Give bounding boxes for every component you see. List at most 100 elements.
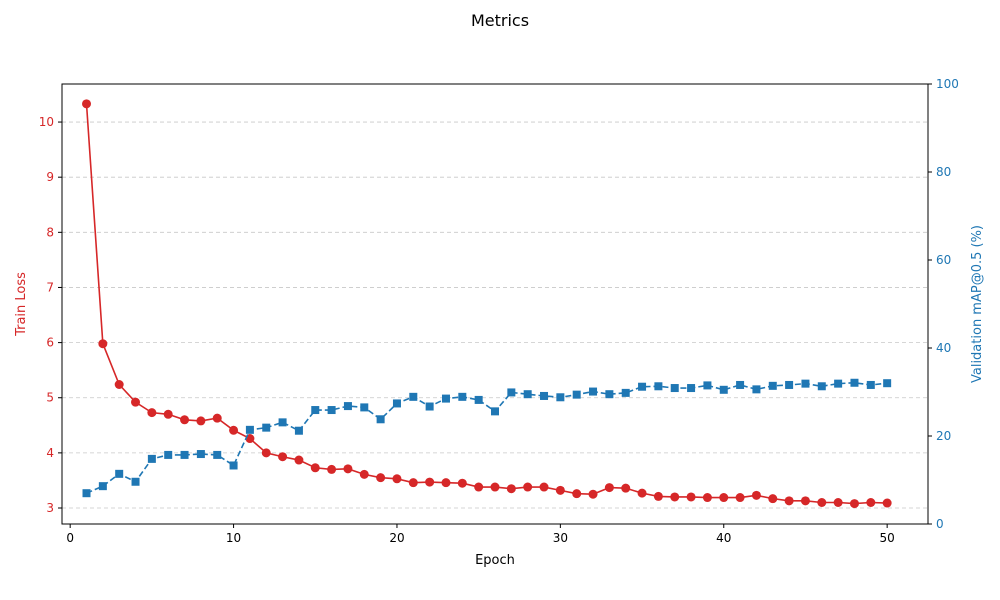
y-right-tick-label: 100 [936, 77, 959, 91]
train-loss-point [784, 496, 794, 506]
validation-map-point [360, 403, 369, 412]
train-loss-point [670, 492, 680, 502]
y-left-tick-label: 10 [39, 115, 54, 129]
validation-map-point [98, 482, 107, 491]
train-loss-point [539, 482, 549, 492]
y-left-tick-label: 3 [46, 501, 54, 515]
validation-map-point [376, 415, 385, 424]
train-loss-point [392, 474, 402, 484]
y-left-tick-label: 4 [46, 446, 54, 460]
validation-map-point [638, 382, 647, 391]
train-loss-point [735, 493, 745, 503]
train-loss-point [506, 484, 516, 494]
train-loss-point [408, 478, 418, 488]
validation-map-point [409, 392, 418, 401]
validation-map-point [834, 379, 843, 388]
validation-map-point [245, 425, 254, 434]
x-axis: 0 10 20 30 40 50 [66, 524, 895, 545]
train-loss-point [229, 425, 239, 435]
train-loss-point [637, 488, 647, 498]
train-loss-point [751, 490, 761, 500]
validation-map-point [883, 379, 892, 388]
validation-map-point [147, 454, 156, 463]
validation-map-series [82, 378, 892, 498]
validation-map-point [458, 392, 467, 401]
validation-map-point [540, 391, 549, 400]
validation-map-point [229, 461, 238, 470]
validation-map-point [262, 423, 271, 432]
train-loss-line [85, 103, 888, 505]
chart-title: Metrics [471, 11, 529, 30]
train-loss-point [310, 463, 320, 473]
x-tick-label: 30 [553, 531, 568, 545]
validation-map-point [589, 387, 598, 396]
x-axis-title: Epoch [475, 553, 515, 568]
validation-map-point [621, 388, 630, 397]
validation-map-point [572, 390, 581, 399]
y-left-tick-label: 8 [46, 225, 54, 239]
train-loss-point [719, 493, 729, 503]
train-loss-point [604, 483, 614, 493]
train-loss-point [555, 485, 565, 495]
train-loss-point [588, 489, 598, 499]
train-loss-point [294, 455, 304, 465]
y-left-tick-label: 7 [46, 280, 54, 294]
validation-map-point [654, 382, 663, 391]
y-left-tick-label: 5 [46, 391, 54, 405]
train-loss-point [147, 408, 157, 418]
train-loss-point [343, 464, 353, 474]
train-loss-point [702, 493, 712, 503]
y-axis-right: 0 20 40 60 80 100 [928, 77, 959, 531]
validation-map-point [441, 394, 450, 403]
y-right-tick-label: 0 [936, 517, 944, 531]
validation-map-point [817, 382, 826, 391]
x-tick-label: 10 [226, 531, 241, 545]
train-loss-point [849, 499, 859, 509]
y-axis-left: 3 4 5 6 7 8 9 10 [39, 115, 62, 515]
x-tick-label: 20 [389, 531, 404, 545]
validation-map-point [311, 406, 320, 415]
train-loss-point [196, 416, 206, 426]
validation-map-line [86, 381, 888, 494]
y-right-tick-label: 80 [936, 165, 951, 179]
validation-map-point [474, 395, 483, 404]
train-loss-point [523, 482, 533, 492]
validation-map-point [785, 380, 794, 389]
validation-map-point [850, 378, 859, 387]
validation-map-point [115, 469, 124, 478]
train-loss-point [833, 497, 843, 507]
train-loss-point [376, 473, 386, 483]
validation-map-point [768, 381, 777, 390]
train-loss-point [800, 496, 810, 506]
y-left-tick-label: 9 [46, 170, 54, 184]
validation-map-point [507, 388, 516, 397]
train-loss-point [131, 397, 141, 407]
validation-map-point [131, 477, 140, 486]
train-loss-point [686, 492, 696, 502]
train-loss-point [163, 409, 173, 419]
validation-map-point [392, 399, 401, 408]
validation-map-point [556, 393, 565, 402]
validation-map-point [736, 380, 745, 389]
train-loss-point [212, 413, 222, 423]
train-loss-point [327, 464, 337, 474]
train-loss-point [621, 483, 631, 493]
validation-map-point [82, 489, 91, 498]
validation-map-point [670, 384, 679, 393]
train-loss-point [653, 491, 663, 501]
validation-map-point [213, 450, 222, 459]
grid-lines [62, 121, 928, 509]
train-loss-point [572, 489, 582, 499]
validation-map-point [866, 380, 875, 389]
train-loss-point [114, 380, 124, 390]
validation-map-point [752, 385, 761, 394]
validation-map-point [523, 390, 532, 399]
x-tick-label: 40 [716, 531, 731, 545]
validation-map-point [425, 402, 434, 411]
validation-map-point [180, 450, 189, 459]
train-loss-point [768, 494, 778, 504]
validation-map-point [294, 426, 303, 435]
train-loss-point [98, 339, 108, 349]
validation-map-point [164, 450, 173, 459]
